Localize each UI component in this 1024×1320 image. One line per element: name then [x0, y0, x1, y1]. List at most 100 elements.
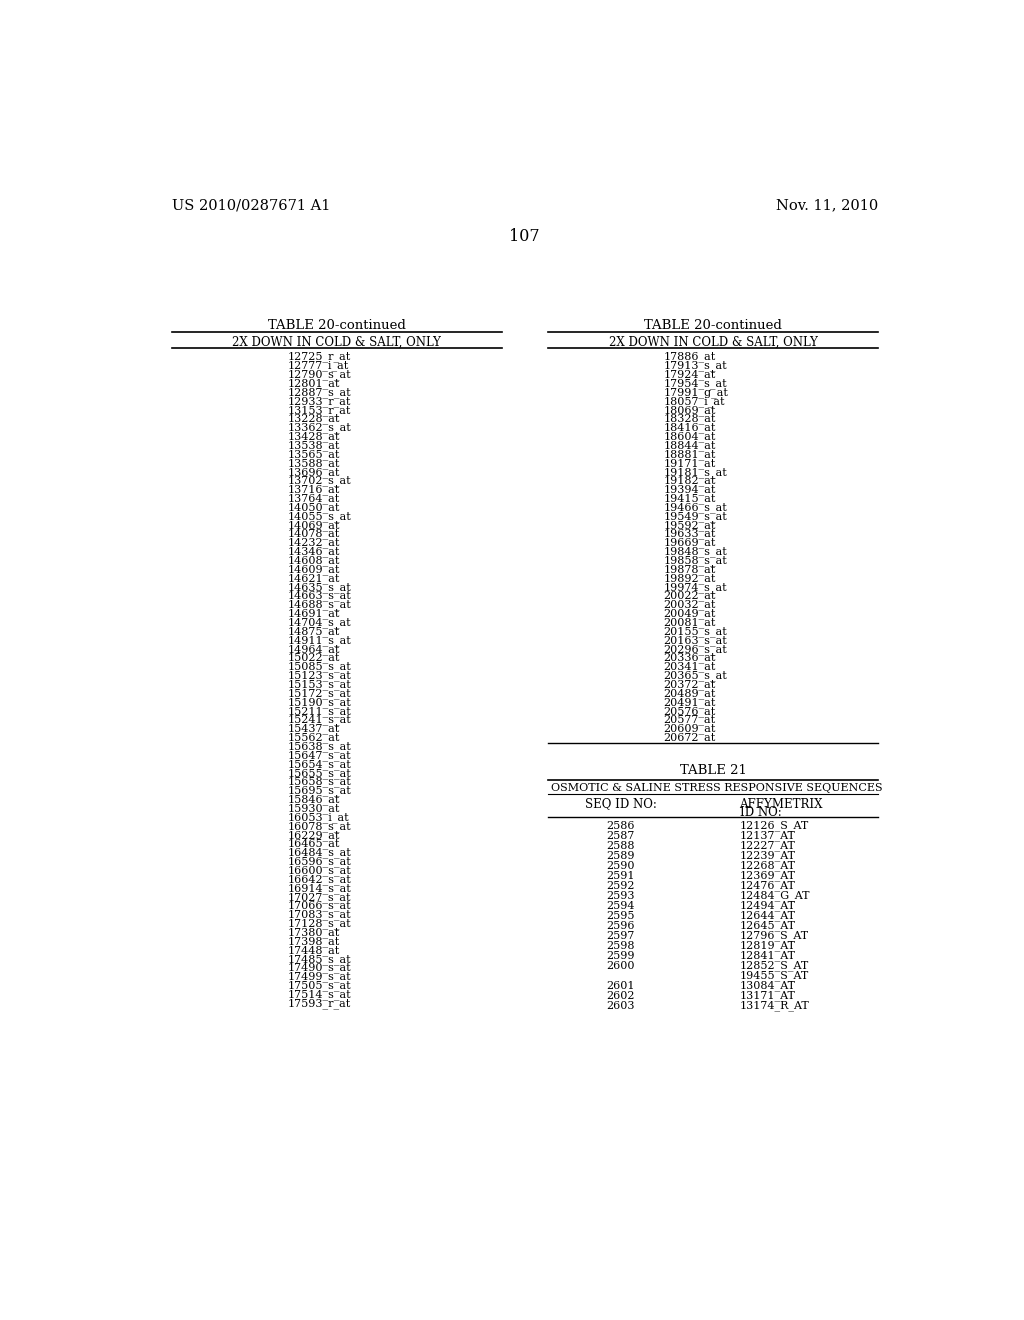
- Text: 19633_at: 19633_at: [664, 529, 716, 540]
- Text: 15153_s_at: 15153_s_at: [288, 680, 351, 690]
- Text: 18069_at: 18069_at: [664, 405, 716, 416]
- Text: 15085_s_at: 15085_s_at: [288, 661, 351, 672]
- Text: 16914_s_at: 16914_s_at: [288, 883, 351, 894]
- Text: OSMOTIC & SALINE STRESS RESPONSIVE SEQUENCES: OSMOTIC & SALINE STRESS RESPONSIVE SEQUE…: [551, 783, 883, 793]
- Text: 16484_s_at: 16484_s_at: [288, 847, 351, 858]
- Text: 15562_at: 15562_at: [288, 733, 340, 743]
- Text: ID NO:: ID NO:: [739, 807, 781, 818]
- Text: 17448_at: 17448_at: [288, 945, 340, 956]
- Text: 19171_at: 19171_at: [664, 458, 716, 469]
- Text: 2592: 2592: [606, 880, 635, 891]
- Text: 16078_s_at: 16078_s_at: [288, 821, 351, 832]
- Text: 14663_s_at: 14663_s_at: [288, 591, 351, 602]
- Text: 17505_s_at: 17505_s_at: [288, 981, 351, 991]
- Text: 13174_R_AT: 13174_R_AT: [739, 1001, 809, 1011]
- Text: 20049_at: 20049_at: [664, 609, 716, 619]
- Text: 20336_at: 20336_at: [664, 653, 716, 664]
- Text: 15190_s_at: 15190_s_at: [288, 697, 351, 708]
- Text: 19858_s_at: 19858_s_at: [664, 556, 727, 566]
- Text: 2595: 2595: [606, 911, 635, 920]
- Text: US 2010/0287671 A1: US 2010/0287671 A1: [172, 198, 331, 213]
- Text: 14964_at: 14964_at: [288, 644, 340, 655]
- Text: 15655_s_at: 15655_s_at: [288, 768, 351, 779]
- Text: 15172_s_at: 15172_s_at: [288, 688, 351, 698]
- Text: 12887_s_at: 12887_s_at: [288, 387, 351, 397]
- Text: 2596: 2596: [606, 921, 635, 931]
- Text: 20491_at: 20491_at: [664, 697, 716, 708]
- Text: 15846_at: 15846_at: [288, 795, 340, 805]
- Text: 13702_s_at: 13702_s_at: [288, 475, 351, 486]
- Text: 12137_AT: 12137_AT: [739, 830, 796, 841]
- Text: 13428_at: 13428_at: [288, 432, 340, 442]
- Text: 19466_s_at: 19466_s_at: [664, 502, 727, 513]
- Text: 17924_at: 17924_at: [664, 370, 716, 380]
- Text: 20032_at: 20032_at: [664, 599, 716, 610]
- Text: 12268_AT: 12268_AT: [739, 861, 796, 871]
- Text: 12126_S_AT: 12126_S_AT: [739, 821, 809, 832]
- Text: TABLE 21: TABLE 21: [680, 764, 746, 777]
- Text: 17913_s_at: 17913_s_at: [664, 360, 727, 371]
- Text: 19182_at: 19182_at: [664, 475, 716, 486]
- Text: 15930_at: 15930_at: [288, 804, 340, 814]
- Text: 12796_S_AT: 12796_S_AT: [739, 931, 809, 941]
- Text: 14232_at: 14232_at: [288, 537, 340, 548]
- Text: 14635_s_at: 14635_s_at: [288, 582, 351, 593]
- Text: AFFYMETRIX: AFFYMETRIX: [739, 797, 823, 810]
- Text: 19592_at: 19592_at: [664, 520, 716, 531]
- Text: 16465_at: 16465_at: [288, 838, 340, 849]
- Text: 2589: 2589: [606, 850, 635, 861]
- Text: 2X DOWN IN COLD & SALT, ONLY: 2X DOWN IN COLD & SALT, ONLY: [232, 335, 441, 348]
- Text: 17490_s_at: 17490_s_at: [288, 962, 351, 973]
- Text: 2588: 2588: [606, 841, 635, 850]
- Text: 16053_i_at: 16053_i_at: [288, 812, 349, 822]
- Text: 19669_at: 19669_at: [664, 537, 716, 548]
- Text: 15211_s_at: 15211_s_at: [288, 706, 351, 717]
- Text: 2586: 2586: [606, 821, 635, 830]
- Text: 19455_S_AT: 19455_S_AT: [739, 970, 809, 982]
- Text: 18844_at: 18844_at: [664, 441, 716, 451]
- Text: 15658_s_at: 15658_s_at: [288, 776, 351, 788]
- Text: 16600_s_at: 16600_s_at: [288, 866, 351, 876]
- Text: 13228_at: 13228_at: [288, 413, 340, 424]
- Text: 19878_at: 19878_at: [664, 564, 716, 576]
- Text: 19848_s_at: 19848_s_at: [664, 546, 727, 557]
- Text: 13362_s_at: 13362_s_at: [288, 422, 351, 433]
- Text: 12801_at: 12801_at: [288, 379, 340, 389]
- Text: 2590: 2590: [606, 861, 635, 871]
- Text: 17027_s_at: 17027_s_at: [288, 892, 351, 903]
- Text: 12819_AT: 12819_AT: [739, 941, 796, 952]
- Text: 12841_AT: 12841_AT: [739, 950, 796, 961]
- Text: 14050_at: 14050_at: [288, 502, 340, 513]
- Text: 17398_at: 17398_at: [288, 936, 340, 946]
- Text: 13153_r_at: 13153_r_at: [288, 405, 351, 416]
- Text: 2597: 2597: [606, 931, 635, 941]
- Text: 13588_at: 13588_at: [288, 458, 340, 469]
- Text: TABLE 20-continued: TABLE 20-continued: [644, 318, 782, 331]
- Text: 17593_r_at: 17593_r_at: [288, 998, 350, 1008]
- Text: 2598: 2598: [606, 941, 635, 950]
- Text: Nov. 11, 2010: Nov. 11, 2010: [776, 198, 879, 213]
- Text: 13716_at: 13716_at: [288, 484, 340, 495]
- Text: 18881_at: 18881_at: [664, 449, 716, 459]
- Text: 17485_s_at: 17485_s_at: [288, 954, 351, 965]
- Text: 12645_AT: 12645_AT: [739, 921, 796, 932]
- Text: 16596_s_at: 16596_s_at: [288, 857, 351, 867]
- Text: 15123_s_at: 15123_s_at: [288, 671, 351, 681]
- Text: 14875_at: 14875_at: [288, 626, 340, 636]
- Text: SEQ ID NO:: SEQ ID NO:: [585, 797, 656, 810]
- Text: 13764_at: 13764_at: [288, 494, 340, 504]
- Text: 20609_at: 20609_at: [664, 723, 716, 734]
- Text: 12852_S_AT: 12852_S_AT: [739, 961, 809, 972]
- Text: 2602: 2602: [606, 991, 635, 1001]
- Text: 2594: 2594: [606, 900, 635, 911]
- Text: 14069_at: 14069_at: [288, 520, 340, 531]
- Text: 20372_at: 20372_at: [664, 680, 716, 690]
- Text: 14346_at: 14346_at: [288, 546, 340, 557]
- Text: 13538_at: 13538_at: [288, 441, 340, 451]
- Text: 20365_s_at: 20365_s_at: [664, 671, 727, 681]
- Text: 15647_s_at: 15647_s_at: [288, 750, 351, 760]
- Text: 2600: 2600: [606, 961, 635, 970]
- Text: 12777_i_at: 12777_i_at: [288, 360, 349, 371]
- Text: 20489_at: 20489_at: [664, 688, 716, 698]
- Text: 19549_s_at: 19549_s_at: [664, 511, 727, 521]
